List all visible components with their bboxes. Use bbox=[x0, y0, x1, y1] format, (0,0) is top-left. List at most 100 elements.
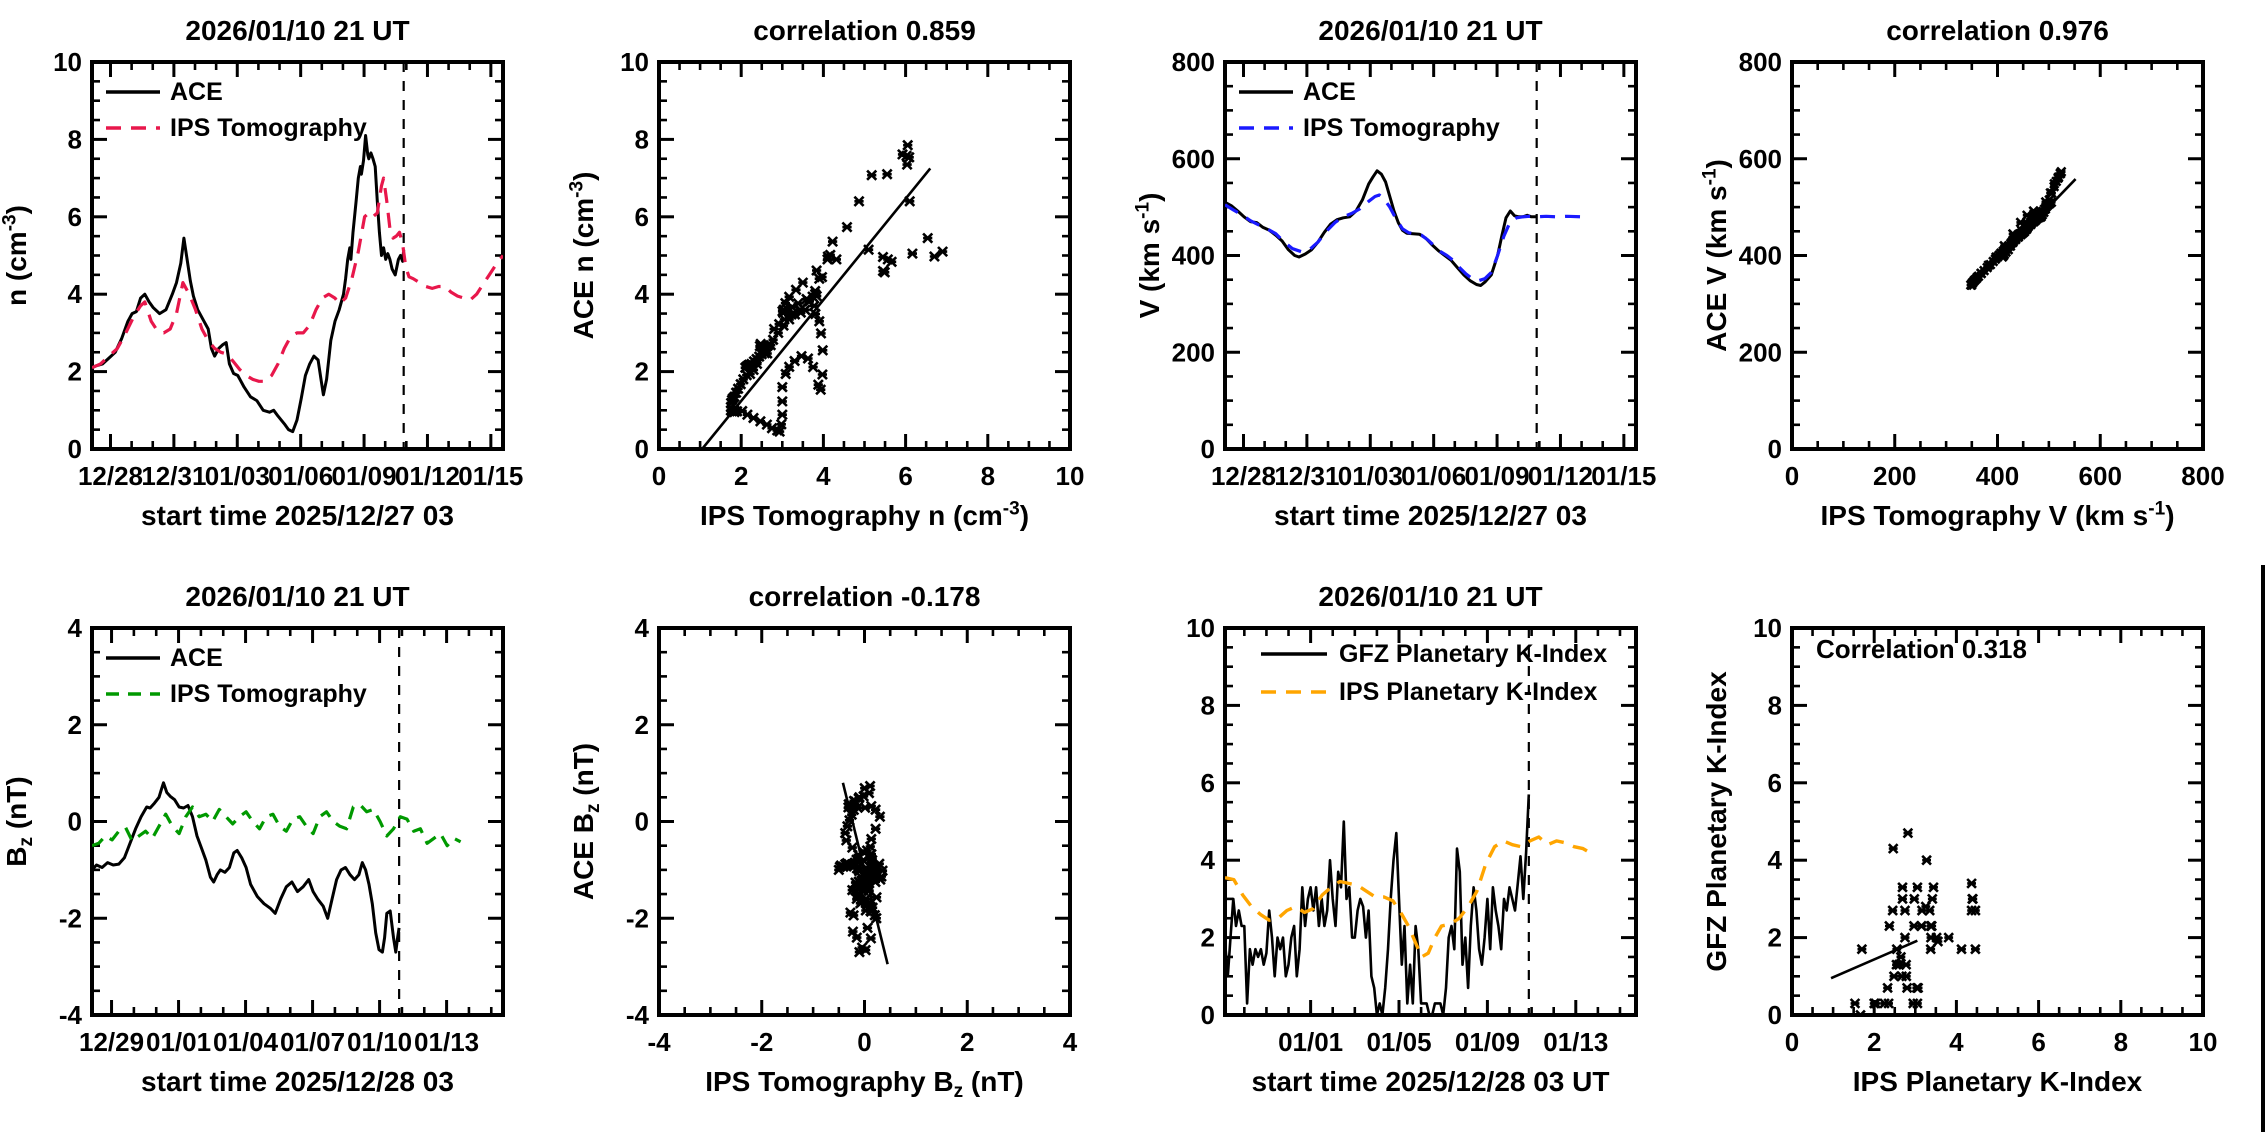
tick-labels: 01/01 01/05 01/09 01/13 0 2 4 6 8 10 bbox=[1186, 613, 1608, 1057]
x-tick-label: 400 bbox=[1976, 461, 2019, 491]
y-axis-label: n (cm-3​) bbox=[0, 205, 32, 306]
x-tick-label: 0 bbox=[1785, 461, 1799, 491]
y-tick-label: 200 bbox=[1739, 337, 1782, 367]
y-tick-label: 6 bbox=[635, 202, 649, 232]
x-axis-label: IPS Tomography n (cm-3​) bbox=[700, 498, 1029, 531]
y-axis-label: ACE n (cm-3​) bbox=[567, 172, 599, 340]
y-tick-label: 8 bbox=[1768, 690, 1782, 720]
y-axis-label: ACE Bz​ (nT) bbox=[568, 743, 604, 900]
panel-title: 2026/01/10 21 UT bbox=[185, 581, 409, 612]
y-tick-label: 2 bbox=[1201, 923, 1215, 953]
x-tick-label: 0 bbox=[1785, 1027, 1799, 1057]
legend-label: IPS Tomography bbox=[1303, 114, 1500, 142]
series-k_gfz bbox=[1225, 794, 1531, 1015]
axes-ticks bbox=[657, 626, 1072, 1017]
x-tick-label: 01/05 bbox=[1366, 1027, 1431, 1057]
y-tick-label: 0 bbox=[635, 807, 649, 837]
y-tick-label: 0 bbox=[68, 807, 82, 837]
y-tick-label: 10 bbox=[1186, 613, 1215, 643]
x-tick-label: 2 bbox=[734, 461, 748, 491]
x-tick-label: 600 bbox=[2079, 461, 2122, 491]
y-tick-label: 6 bbox=[1768, 768, 1782, 798]
y-tick-label: 200 bbox=[1172, 337, 1215, 367]
x-axis-label: start time 2025/12/27 03 bbox=[1274, 500, 1587, 531]
x-tick-label: 10 bbox=[2189, 1027, 2218, 1057]
tick-labels: 0 200 400 600 800 0 200 400 600 800 bbox=[1739, 47, 2225, 491]
x-tick-label: 01/01 bbox=[1278, 1027, 1343, 1057]
p5-bz-timeseries: 12/29 01/01 01/04 01/07 01/10 01/13 -4 -2 0 2 4 202… bbox=[1, 581, 505, 1097]
y-tick-label: 2 bbox=[1768, 923, 1782, 953]
legend-label: ACE bbox=[170, 78, 223, 106]
x-tick-label: 01/03 bbox=[1338, 461, 1403, 491]
p7-kindex-timeseries: 01/01 01/05 01/09 01/13 0 2 4 6 8 10 2026/01/10 21… bbox=[1186, 581, 1638, 1097]
x-tick-label: 01/13 bbox=[1543, 1027, 1608, 1057]
y-axis-label: V (km s-1​) bbox=[1133, 193, 1165, 319]
y-tick-label: 4 bbox=[68, 613, 83, 643]
y-tick-label: 600 bbox=[1739, 144, 1782, 174]
tick-labels: 0 2 4 6 8 10 0 2 4 6 8 10 bbox=[1753, 613, 2217, 1057]
y-axis-label: GFZ Planetary K-Index bbox=[1701, 671, 1732, 972]
y-tick-label: 4 bbox=[1768, 845, 1783, 875]
x-tick-label: 01/06 bbox=[268, 461, 333, 491]
x-tick-label: 8 bbox=[2114, 1027, 2128, 1057]
scatter-points bbox=[725, 139, 949, 438]
scatter-points bbox=[1965, 166, 2067, 291]
legend: ACE IPS Tomography bbox=[106, 78, 367, 142]
x-tick-label: 01/03 bbox=[205, 461, 270, 491]
x-tick-label: 01/09 bbox=[1455, 1027, 1520, 1057]
x-tick-label: 12/31 bbox=[141, 461, 206, 491]
y-tick-label: 8 bbox=[1201, 690, 1215, 720]
x-tick-label: 10 bbox=[1056, 461, 1085, 491]
data-region bbox=[833, 780, 889, 965]
y-tick-label: 0 bbox=[1768, 1000, 1782, 1030]
x-tick-label: 12/28 bbox=[1211, 461, 1276, 491]
y-tick-label: 0 bbox=[635, 434, 649, 464]
series-bz_ace bbox=[92, 781, 401, 954]
p8-kindex-scatter: 0 2 4 6 8 10 0 2 4 6 8 10 IPS Planetary K-Index GFZ P… bbox=[1701, 613, 2217, 1097]
x-tick-label: 4 bbox=[1949, 1027, 1964, 1057]
x-tick-label: 8 bbox=[981, 461, 995, 491]
panel-title: correlation 0.859 bbox=[753, 15, 976, 46]
legend: ACE IPS Tomography bbox=[106, 644, 367, 708]
panel-title: correlation -0.178 bbox=[749, 581, 981, 612]
y-tick-label: 8 bbox=[68, 124, 82, 154]
data-region bbox=[1225, 62, 1583, 449]
y-tick-label: 800 bbox=[1739, 47, 1782, 77]
x-tick-label: 01/12 bbox=[1528, 461, 1593, 491]
x-tick-label: 01/09 bbox=[332, 461, 397, 491]
y-tick-label: 6 bbox=[68, 202, 82, 232]
y-tick-label: 10 bbox=[1753, 613, 1782, 643]
y-tick-label: 10 bbox=[620, 47, 649, 77]
y-tick-label: 800 bbox=[1172, 47, 1215, 77]
x-tick-label: 6 bbox=[898, 461, 912, 491]
x-tick-label: 2 bbox=[1867, 1027, 1881, 1057]
legend-label: ACE bbox=[170, 644, 223, 672]
scatter-points bbox=[1849, 827, 1981, 1015]
x-tick-label: 0 bbox=[652, 461, 666, 491]
y-tick-label: 4 bbox=[635, 613, 650, 643]
correlation-annotation: Correlation 0.318 bbox=[1816, 634, 2027, 664]
legend: ACE IPS Tomography bbox=[1239, 78, 1500, 142]
y-tick-label: 400 bbox=[1739, 241, 1782, 271]
fit-line bbox=[701, 167, 932, 449]
x-tick-label: 01/01 bbox=[146, 1027, 211, 1057]
series-k_ips bbox=[1225, 835, 1597, 959]
legend-label: IPS Tomography bbox=[170, 680, 367, 708]
y-tick-label: 0 bbox=[1768, 434, 1782, 464]
data-region bbox=[1965, 166, 2077, 291]
y-tick-label: 6 bbox=[1201, 768, 1215, 798]
fit-line bbox=[1830, 939, 1918, 980]
y-tick-label: 10 bbox=[53, 47, 82, 77]
legend-label: IPS Tomography bbox=[170, 114, 367, 142]
tick-labels: 12/29 01/01 01/04 01/07 01/10 01/13 -4 -2 0 2 4 bbox=[59, 613, 479, 1057]
x-tick-label: 800 bbox=[2181, 461, 2224, 491]
x-axis-label: start time 2025/12/28 03 bbox=[141, 1066, 454, 1097]
panel-title: 2026/01/10 21 UT bbox=[1318, 15, 1542, 46]
x-axis-label: start time 2025/12/28 03 UT bbox=[1252, 1066, 1610, 1097]
x-tick-label: 12/28 bbox=[78, 461, 143, 491]
